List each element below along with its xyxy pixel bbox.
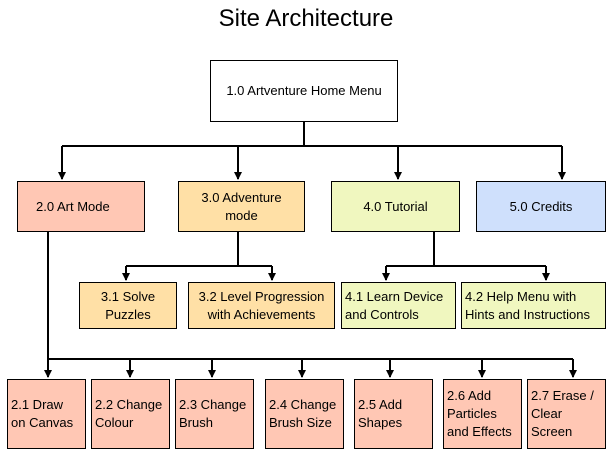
node-draw-canvas: 2.1 Draw on Canvas — [7, 379, 86, 449]
node-adventure-mode: 3.0 Adventure mode — [178, 181, 305, 232]
node-change-brush: 2.3 Change Brush — [175, 379, 254, 449]
node-erase-clear: 2.7 Erase / Clear Screen — [527, 379, 606, 449]
node-home-menu: 1.0 Artventure Home Menu — [210, 60, 398, 122]
node-solve-puzzles: 3.1 Solve Puzzles — [79, 282, 177, 329]
node-tutorial: 4.0 Tutorial — [331, 181, 460, 232]
node-credits: 5.0 Credits — [476, 181, 606, 232]
node-change-colour: 2.2 Change Colour — [91, 379, 170, 449]
node-help-menu: 4.2 Help Menu with Hints and Instruction… — [461, 282, 606, 329]
node-add-particles: 2.6 Add Particles and Effects — [443, 379, 522, 449]
node-learn-device: 4.1 Learn Device and Controls — [341, 282, 456, 329]
node-art-mode: 2.0 Art Mode — [17, 181, 145, 232]
diagram-title: Site Architecture — [218, 5, 394, 32]
node-change-brush-size: 2.4 Change Brush Size — [265, 379, 344, 449]
node-level-progression: 3.2 Level Progression with Achievements — [188, 282, 335, 329]
node-add-shapes: 2.5 Add Shapes — [354, 379, 433, 449]
